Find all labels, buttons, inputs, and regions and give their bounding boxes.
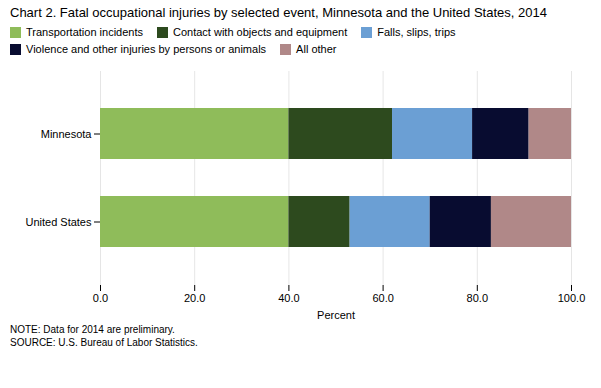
html-text:Falls, slips, trips: Falls, slips, trips: [377, 26, 456, 38]
html-text:All other: All other: [296, 43, 337, 55]
svg-text:60.0: 60.0: [372, 292, 393, 304]
svg-text:Percent: Percent: [317, 309, 355, 321]
html-text:Chart 2. Fatal occupational in: Chart 2. Fatal occupational injuries by …: [10, 5, 547, 20]
html-text:Contact with objects and equip: Contact with objects and equipment: [173, 26, 348, 38]
svg-text:United States: United States: [25, 216, 92, 228]
svg-text:20.0: 20.0: [184, 292, 205, 304]
html-text:Transportation incidents: Transportation incidents: [26, 26, 143, 38]
svg-text:Minnesota: Minnesota: [41, 128, 93, 140]
svg-text:100.0: 100.0: [558, 292, 586, 304]
html-text:Violence and other injuries by: Violence and other injuries by persons o…: [26, 43, 267, 55]
svg-text:40.0: 40.0: [278, 292, 299, 304]
html-text:NOTE: Data for 2014 are prelim: NOTE: Data for 2014 are preliminary. SOU…: [10, 324, 198, 348]
svg-text:0.0: 0.0: [93, 292, 108, 304]
svg-text:80.0: 80.0: [467, 292, 488, 304]
